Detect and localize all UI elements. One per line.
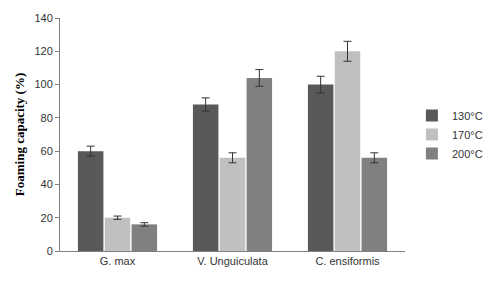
svg-text:60: 60 <box>41 145 53 157</box>
svg-text:V. Unguiculata: V. Unguiculata <box>197 255 268 267</box>
svg-text:20: 20 <box>41 212 53 224</box>
svg-text:80: 80 <box>41 112 53 124</box>
svg-text:120: 120 <box>34 45 52 57</box>
svg-text:C. ensiformis: C. ensiformis <box>315 255 380 267</box>
svg-text:140: 140 <box>34 12 52 24</box>
svg-text:G. max: G. max <box>100 255 136 267</box>
svg-text:130°C: 130°C <box>452 110 483 122</box>
svg-text:Foaming capacity (%): Foaming capacity (%) <box>12 73 27 196</box>
svg-text:100: 100 <box>34 78 52 90</box>
svg-text:40: 40 <box>41 178 53 190</box>
svg-text:170°C: 170°C <box>452 129 483 141</box>
svg-text:0: 0 <box>47 245 53 257</box>
svg-text:200°C: 200°C <box>452 148 483 160</box>
